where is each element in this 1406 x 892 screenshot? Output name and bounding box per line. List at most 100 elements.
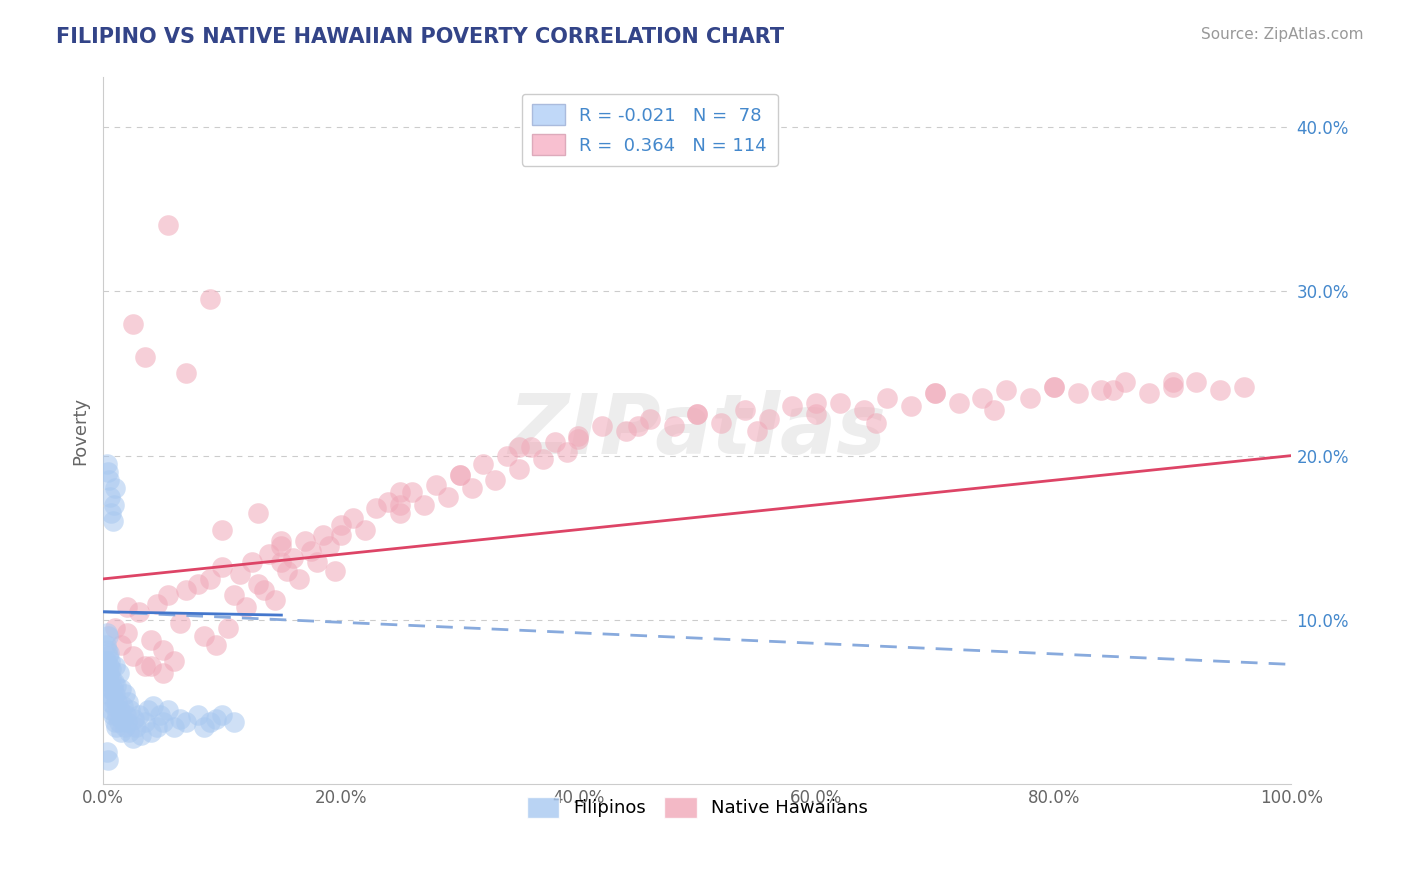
- Point: [758, 412, 780, 426]
- Point: [115, 714, 138, 729]
- Point: [865, 416, 887, 430]
- Point: [104, 482, 127, 496]
- Point: [283, 550, 305, 565]
- Point: [128, 605, 150, 619]
- Point: [97, 753, 120, 767]
- Point: [112, 698, 135, 713]
- Point: [96, 626, 118, 640]
- Point: [312, 527, 335, 541]
- Point: [115, 599, 138, 614]
- Point: [804, 408, 827, 422]
- Point: [205, 638, 228, 652]
- Point: [163, 654, 186, 668]
- Point: [1161, 379, 1184, 393]
- Text: ZIPatlas: ZIPatlas: [509, 391, 886, 472]
- Point: [240, 556, 263, 570]
- Point: [105, 708, 128, 723]
- Point: [591, 419, 613, 434]
- Point: [108, 703, 131, 717]
- Point: [449, 468, 471, 483]
- Point: [149, 708, 172, 723]
- Point: [323, 564, 346, 578]
- Point: [222, 588, 245, 602]
- Point: [111, 712, 134, 726]
- Point: [318, 539, 340, 553]
- Point: [110, 724, 132, 739]
- Point: [264, 593, 287, 607]
- Point: [145, 597, 167, 611]
- Point: [193, 720, 215, 734]
- Point: [782, 399, 804, 413]
- Point: [217, 621, 239, 635]
- Point: [125, 720, 148, 734]
- Point: [804, 396, 827, 410]
- Point: [134, 659, 156, 673]
- Point: [118, 724, 141, 739]
- Point: [436, 490, 458, 504]
- Point: [235, 599, 257, 614]
- Point: [98, 654, 121, 668]
- Point: [105, 720, 128, 734]
- Point: [105, 695, 128, 709]
- Point: [366, 501, 388, 516]
- Point: [299, 544, 322, 558]
- Point: [96, 745, 118, 759]
- Point: [105, 679, 128, 693]
- Point: [101, 708, 124, 723]
- Point: [508, 462, 530, 476]
- Point: [614, 424, 637, 438]
- Point: [114, 687, 136, 701]
- Point: [413, 498, 436, 512]
- Point: [294, 534, 316, 549]
- Point: [567, 429, 589, 443]
- Point: [496, 449, 519, 463]
- Point: [948, 396, 970, 410]
- Point: [1209, 383, 1232, 397]
- Point: [110, 681, 132, 696]
- Point: [246, 577, 269, 591]
- Point: [259, 547, 281, 561]
- Point: [972, 391, 994, 405]
- Point: [401, 484, 423, 499]
- Point: [198, 293, 221, 307]
- Point: [114, 708, 136, 723]
- Point: [638, 412, 661, 426]
- Point: [288, 572, 311, 586]
- Point: [377, 494, 399, 508]
- Point: [120, 703, 142, 717]
- Point: [924, 386, 946, 401]
- Point: [104, 659, 127, 673]
- Point: [96, 662, 118, 676]
- Point: [122, 712, 145, 726]
- Point: [531, 451, 554, 466]
- Point: [96, 642, 118, 657]
- Point: [852, 402, 875, 417]
- Point: [103, 498, 125, 512]
- Point: [98, 665, 121, 680]
- Point: [627, 419, 650, 434]
- Point: [97, 679, 120, 693]
- Point: [104, 621, 127, 635]
- Point: [900, 399, 922, 413]
- Point: [101, 514, 124, 528]
- Point: [1042, 379, 1064, 393]
- Point: [152, 665, 174, 680]
- Point: [152, 642, 174, 657]
- Point: [152, 714, 174, 729]
- Point: [876, 391, 898, 405]
- Point: [252, 583, 274, 598]
- Point: [389, 506, 412, 520]
- Point: [211, 708, 233, 723]
- Point: [1161, 375, 1184, 389]
- Point: [983, 402, 1005, 417]
- Point: [101, 692, 124, 706]
- Point: [449, 468, 471, 483]
- Point: [211, 560, 233, 574]
- Point: [104, 714, 127, 729]
- Point: [1233, 379, 1256, 393]
- Point: [94, 638, 117, 652]
- Point: [98, 490, 121, 504]
- Point: [270, 556, 292, 570]
- Point: [134, 350, 156, 364]
- Point: [686, 408, 709, 422]
